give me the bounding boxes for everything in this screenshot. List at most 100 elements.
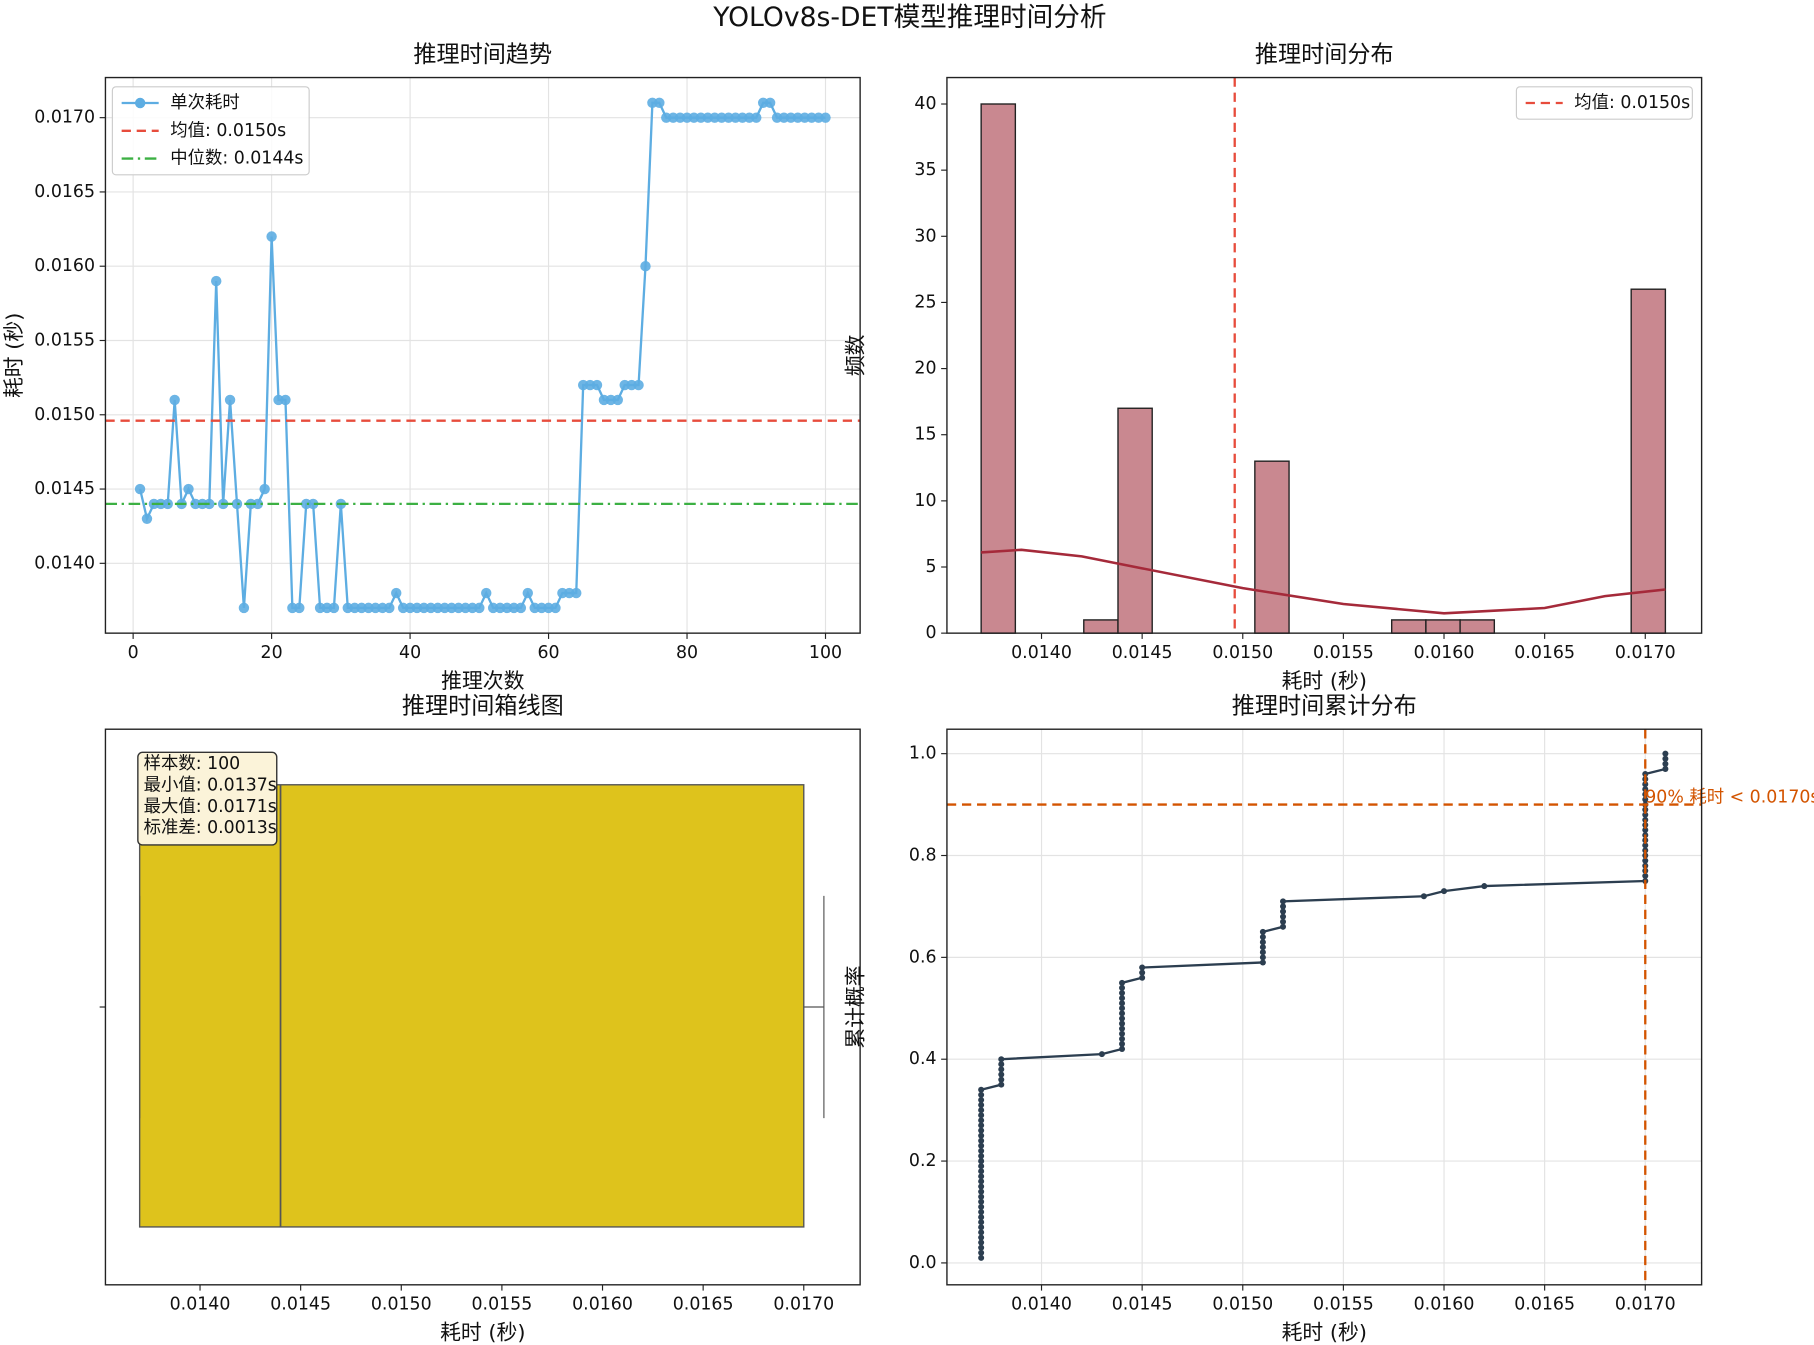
plot-frame — [104, 728, 861, 1286]
stats-box — [137, 751, 278, 846]
data-point — [978, 1163, 985, 1170]
data-point — [1481, 883, 1488, 890]
data-point — [978, 1142, 985, 1149]
data-point — [1662, 750, 1669, 757]
data-point — [978, 1158, 985, 1165]
data-point — [1280, 923, 1287, 930]
data-point — [978, 1198, 985, 1205]
data-point — [224, 394, 236, 406]
y-tick-label: 0.0165 — [34, 182, 95, 202]
x-tick-label: 0.0145 — [1112, 643, 1173, 663]
data-point — [764, 97, 776, 109]
data-point — [1259, 939, 1266, 946]
data-point — [1119, 1035, 1126, 1042]
histogram-bar — [1390, 619, 1427, 634]
data-line — [979, 753, 1667, 1258]
x-tick-label: 0.0160 — [1414, 1294, 1475, 1314]
y-tick-label: 20 — [914, 359, 936, 379]
data-point — [978, 1091, 985, 1098]
data-point — [1119, 1046, 1126, 1053]
x-axis-label: 推理次数 — [441, 669, 524, 693]
panel-title: 推理时间累计分布 — [1232, 694, 1417, 720]
y-tick-label: 25 — [914, 292, 936, 312]
y-tick-label: 15 — [914, 425, 936, 445]
data-point — [998, 1071, 1005, 1078]
data-point — [998, 1066, 1005, 1073]
data-point — [280, 394, 291, 406]
data-point — [328, 602, 340, 614]
x-tick-label: 0.0160 — [572, 1294, 633, 1314]
x-tick-label: 0.0160 — [1414, 643, 1475, 663]
data-point — [1642, 771, 1649, 778]
legend-label: 单次耗时 — [170, 93, 239, 113]
data-point — [183, 483, 194, 495]
legend — [111, 86, 310, 176]
data-point — [1259, 928, 1266, 935]
y-tick-label: 0.2 — [909, 1151, 937, 1171]
data-point — [978, 1183, 985, 1190]
data-point — [978, 1254, 985, 1261]
data-point — [978, 1203, 985, 1210]
x-tick-label: 0.0155 — [472, 1294, 533, 1314]
x-axis-label: 耗时 (秒) — [440, 1320, 525, 1344]
data-point — [211, 275, 222, 287]
data-point — [481, 587, 492, 599]
data-point — [1119, 1000, 1126, 1007]
data-point — [1642, 781, 1649, 788]
x-tick-label: 0.0145 — [1112, 1294, 1173, 1314]
legend-label: 均值: 0.0150s — [1574, 93, 1690, 113]
panel-title: 推理时间趋势 — [413, 42, 552, 68]
x-tick-label: 0.0145 — [270, 1294, 331, 1314]
data-point — [978, 1107, 985, 1114]
data-point — [998, 1081, 1005, 1088]
data-point — [391, 587, 402, 599]
data-point — [978, 1249, 985, 1256]
y-tick-label: 1.0 — [909, 744, 937, 764]
data-point — [978, 1096, 985, 1103]
data-point — [1280, 908, 1287, 915]
y-tick-label: 0.0145 — [34, 479, 95, 499]
data-point — [1662, 760, 1669, 767]
stats-text: 标准差: 0.0013s — [144, 818, 277, 838]
x-tick-label: 100 — [809, 643, 842, 663]
data-point — [515, 602, 527, 614]
data-point — [522, 587, 533, 599]
data-point — [1642, 857, 1649, 864]
data-point — [978, 1117, 985, 1124]
data-point — [141, 513, 153, 524]
data-point — [978, 1112, 985, 1119]
data-point — [294, 602, 305, 614]
data-point — [134, 483, 146, 495]
data-point — [978, 1127, 985, 1134]
x-tick-label: 0.0150 — [1212, 1294, 1273, 1314]
data-point — [1119, 984, 1126, 991]
data-point — [612, 394, 624, 406]
data-point — [978, 1219, 985, 1226]
data-point — [978, 1152, 985, 1159]
histogram-bar — [1083, 619, 1119, 634]
y-tick-label: 0.8 — [909, 846, 937, 866]
x-axis-label: 耗时 (秒) — [1282, 1320, 1367, 1344]
data-point — [1259, 954, 1266, 961]
legend-label: 中位数: 0.0144s — [170, 149, 303, 169]
data-point — [978, 1224, 985, 1231]
data-point — [238, 602, 250, 614]
data-point — [1119, 1010, 1126, 1017]
data-point — [1119, 1030, 1126, 1037]
x-tick-label: 0.0155 — [1313, 643, 1374, 663]
data-point — [998, 1056, 1005, 1063]
x-tick-label: 0.0170 — [1615, 1294, 1676, 1314]
data-point — [1642, 786, 1649, 793]
data-point — [259, 483, 270, 495]
data-point — [978, 1229, 985, 1236]
plot-frame — [946, 728, 1703, 1286]
x-tick-label: 60 — [538, 643, 560, 663]
data-point — [474, 602, 485, 614]
data-point — [1119, 1015, 1126, 1022]
x-tick-label: 0.0170 — [1615, 643, 1676, 663]
